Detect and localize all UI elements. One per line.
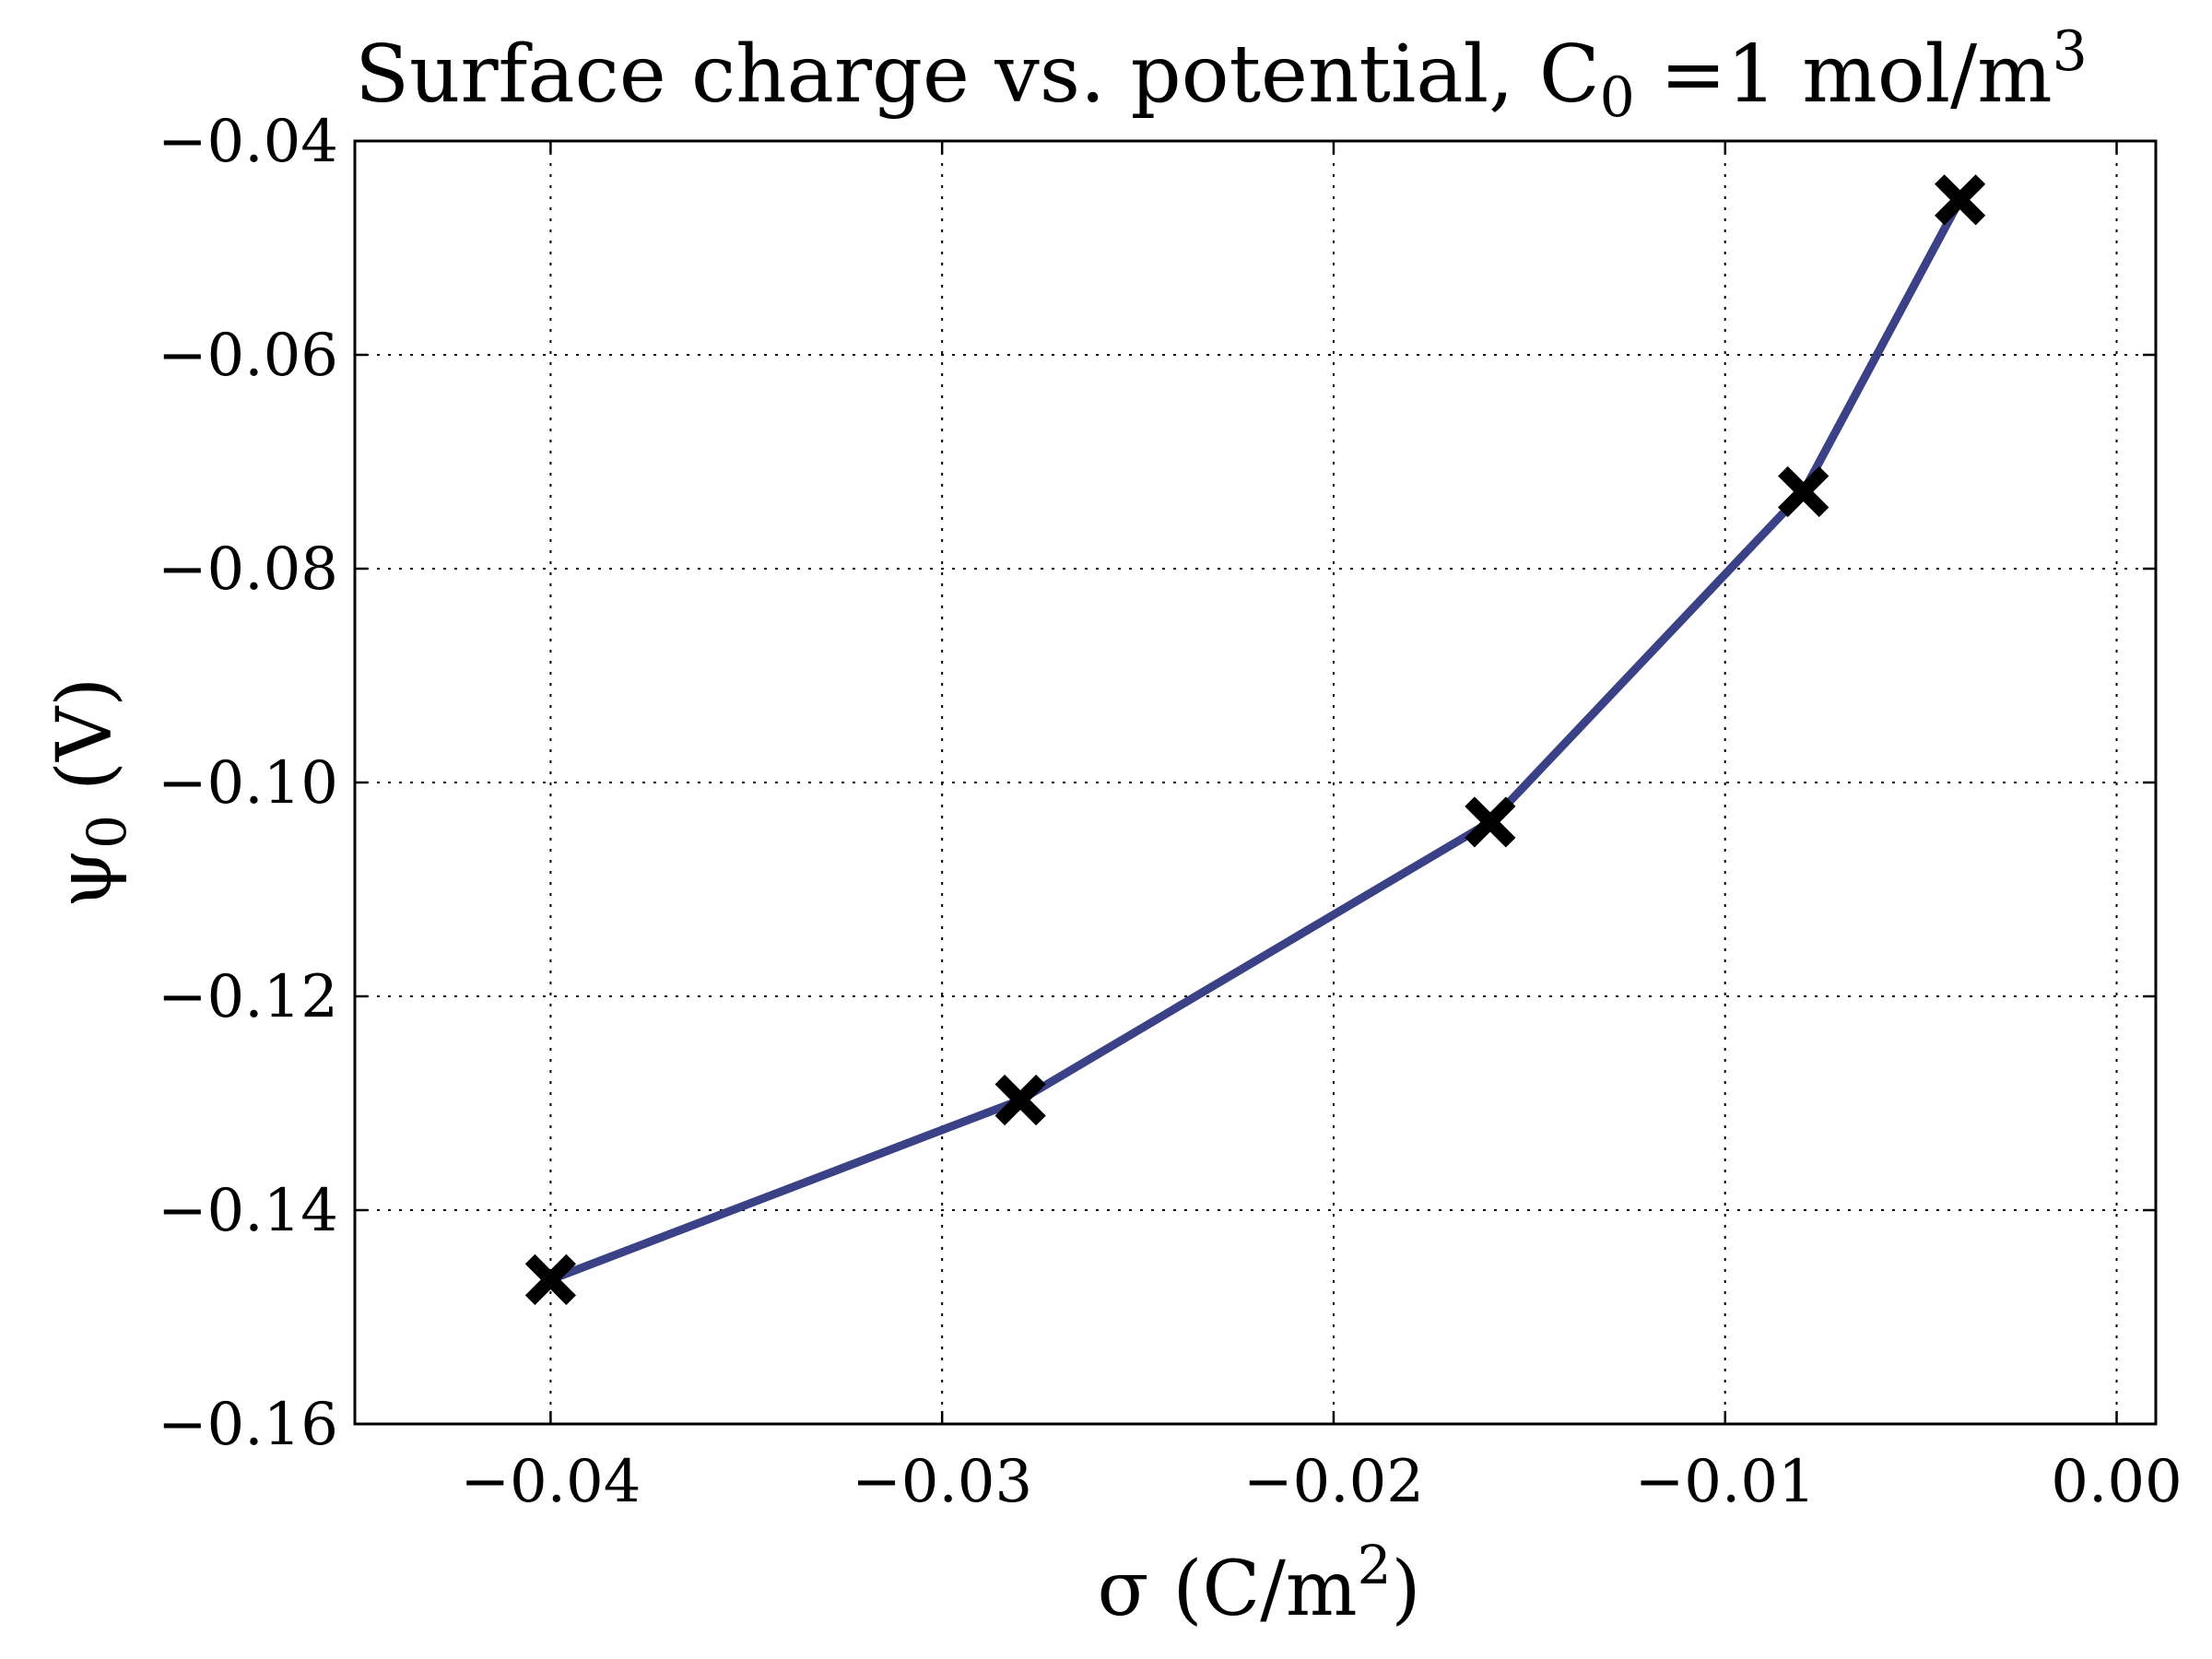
marker-layer bbox=[524, 174, 1986, 1306]
y-tick-label: −0.14 bbox=[158, 1177, 338, 1245]
x-tick-label: −0.02 bbox=[1243, 1448, 1424, 1516]
x-axis-label-tail: ) bbox=[1392, 1546, 1421, 1633]
marker-cross bbox=[994, 1074, 1046, 1126]
tick-marks bbox=[355, 139, 2156, 1426]
x-tick-label: −0.01 bbox=[1635, 1448, 1816, 1516]
data-point-marker bbox=[524, 1253, 576, 1306]
y-tick-label: −0.10 bbox=[158, 749, 338, 818]
title-subscript: 0 bbox=[1600, 65, 1635, 130]
chart-title: Surface charge vs. potential, C0 =1 mol/… bbox=[355, 19, 2088, 130]
y-axis-label-tail: (V) bbox=[41, 677, 129, 815]
data-point-marker bbox=[1778, 465, 1830, 518]
data-point-marker bbox=[994, 1074, 1046, 1126]
y-tick-label: −0.16 bbox=[158, 1391, 338, 1459]
title-superscript: 3 bbox=[2053, 19, 2088, 84]
marker-cross bbox=[1935, 174, 1986, 226]
x-tick-labels: −0.04 −0.03 −0.02 −0.01 0.00 bbox=[460, 1448, 2182, 1516]
x-tick-label: −0.03 bbox=[852, 1448, 1032, 1516]
y-tick-label: −0.12 bbox=[158, 963, 338, 1031]
data-point-marker bbox=[1465, 796, 1516, 848]
marker-cross bbox=[524, 1253, 576, 1306]
data-point-marker bbox=[1935, 174, 1986, 226]
x-axis-label-superscript: 2 bbox=[1358, 1534, 1392, 1596]
x-tick-label: −0.04 bbox=[460, 1448, 641, 1516]
y-axis-label-subscript: 0 bbox=[76, 815, 138, 849]
y-tick-label: −0.04 bbox=[158, 108, 338, 176]
x-tick-label: 0.00 bbox=[2051, 1448, 2183, 1516]
y-tick-label: −0.06 bbox=[158, 322, 338, 390]
x-axis-label: σ (C/m2) bbox=[1097, 1534, 1420, 1633]
grid bbox=[355, 140, 2156, 1425]
y-tick-labels: −0.16 −0.14 −0.12 −0.10 −0.08 −0.06 −0.04 bbox=[158, 108, 338, 1459]
marker-cross bbox=[1465, 796, 1516, 848]
marker-cross bbox=[1778, 465, 1830, 518]
y-axis-label: ψ0 (V) bbox=[41, 677, 138, 908]
title-tail: =1 mol/m bbox=[1635, 29, 2053, 121]
y-tick-label: −0.08 bbox=[158, 535, 338, 604]
